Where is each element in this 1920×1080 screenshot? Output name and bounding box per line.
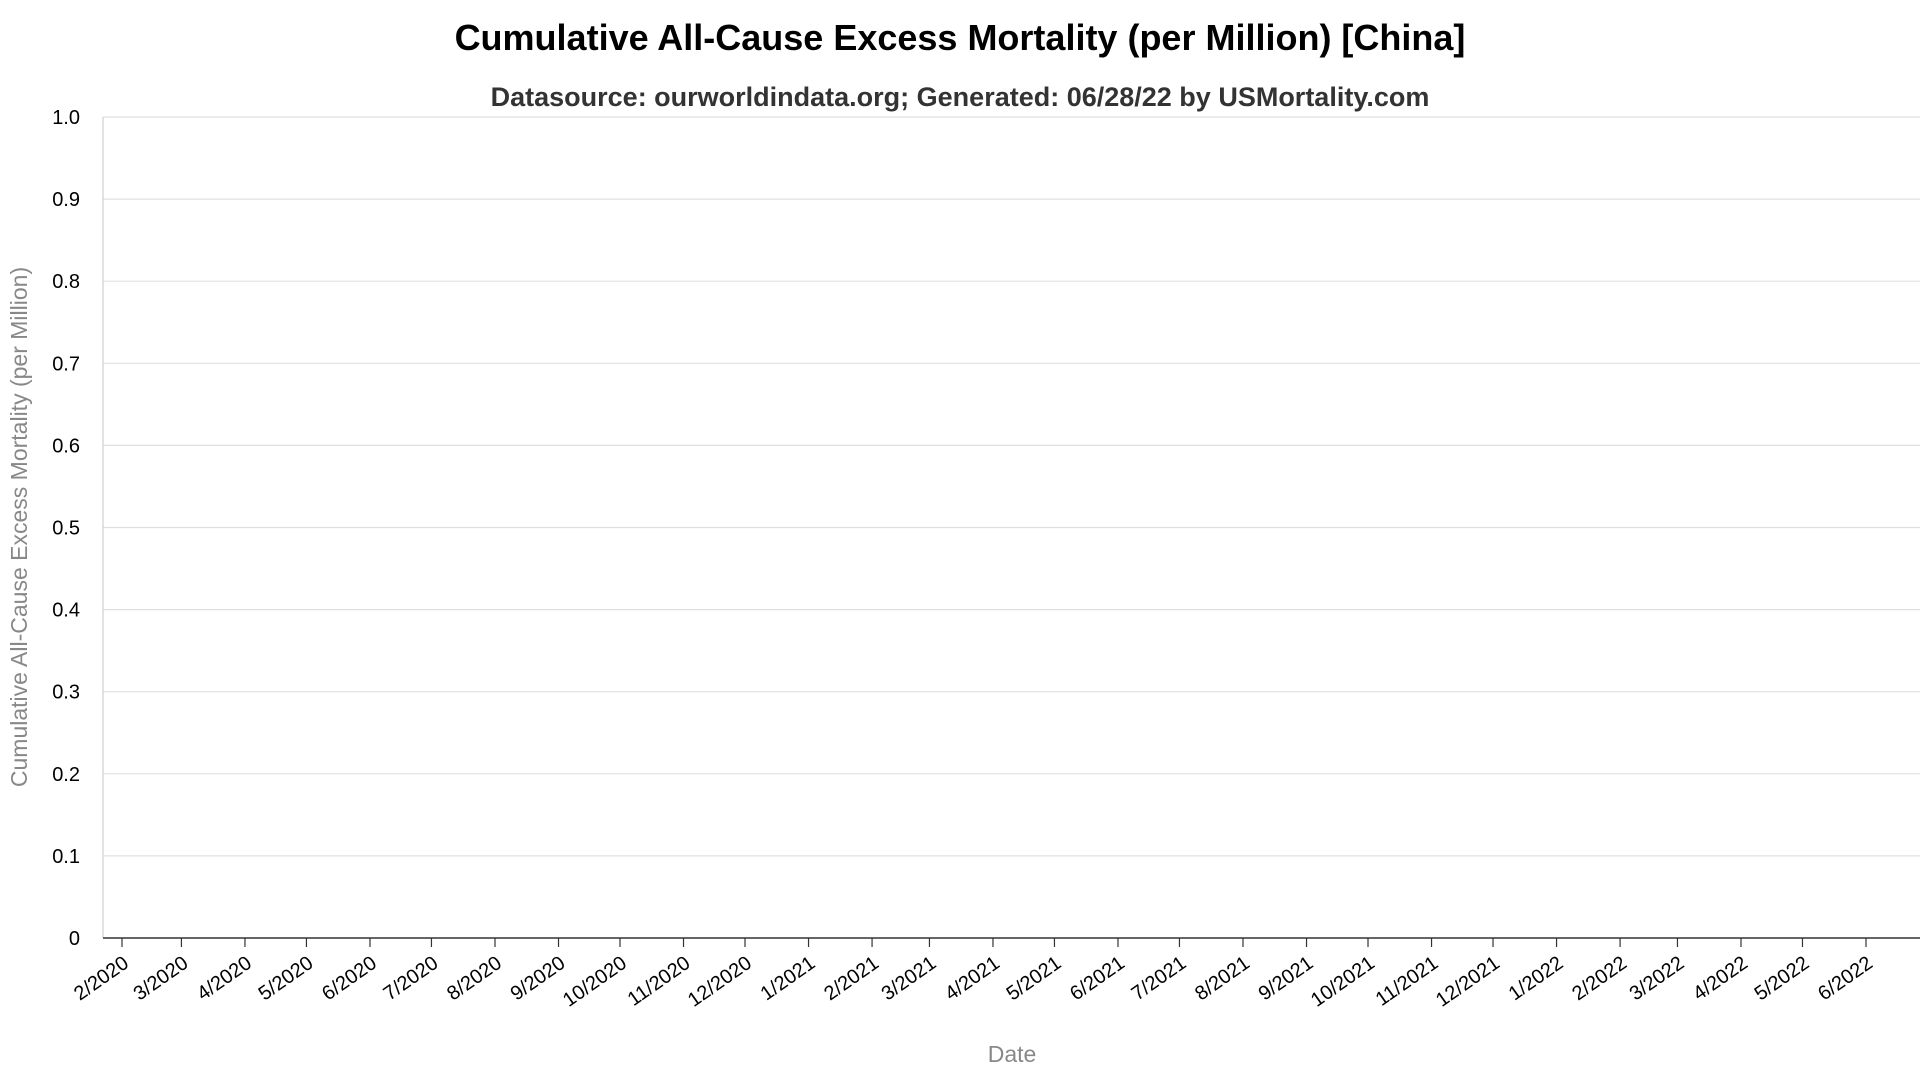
x-tick-label: 6/2021	[1066, 952, 1129, 1005]
x-tick-label: 11/2020	[624, 952, 695, 1011]
y-tick-label: 0.3	[52, 682, 80, 704]
x-tick-label: 8/2021	[1191, 952, 1254, 1005]
y-axis-label: Cumulative All-Cause Excess Mortality (p…	[6, 267, 32, 787]
y-tick-label: 0.2	[52, 764, 80, 786]
x-tick-label: 5/2021	[1003, 952, 1066, 1005]
x-tick-label: 12/2021	[1432, 952, 1504, 1011]
x-tick-label: 1/2021	[757, 952, 820, 1005]
x-tick-label: 3/2020	[130, 952, 193, 1005]
y-tick-label: 0.5	[52, 518, 80, 540]
y-tick-label: 0.7	[52, 353, 80, 375]
x-tick-label: 3/2022	[1626, 952, 1689, 1005]
x-tick-label: 2/2020	[70, 952, 133, 1005]
x-tick-label: 5/2022	[1751, 952, 1814, 1005]
x-tick-label: 2/2021	[820, 952, 883, 1005]
x-tick-label: 9/2021	[1255, 952, 1318, 1005]
y-tick-label: 0.6	[52, 435, 80, 457]
x-axis-label: Date	[988, 1041, 1037, 1067]
x-tick-label: 5/2020	[255, 952, 318, 1005]
x-tick-label: 7/2021	[1128, 952, 1191, 1005]
x-tick-label: 4/2020	[193, 952, 256, 1005]
x-tick-label: 9/2020	[507, 952, 570, 1005]
x-tick-label: 10/2020	[559, 952, 631, 1011]
y-tick-label: 0.1	[52, 846, 80, 868]
x-tick-label: 10/2021	[1307, 952, 1379, 1011]
x-tick-label: 6/2020	[318, 952, 381, 1005]
x-tick-label: 11/2021	[1372, 952, 1443, 1011]
chart-subtitle: Datasource: ourworldindata.org; Generate…	[491, 82, 1430, 112]
x-tick-label: 4/2022	[1689, 952, 1752, 1005]
chart-title: Cumulative All-Cause Excess Mortality (p…	[455, 17, 1466, 58]
grid-lines	[103, 116, 1920, 857]
y-tick-label: 0	[69, 928, 80, 950]
x-tick-label: 8/2020	[443, 952, 506, 1005]
x-tick-label: 6/2022	[1814, 952, 1877, 1005]
x-tick-label: 7/2020	[380, 952, 443, 1005]
x-tick-label: 2/2022	[1568, 952, 1631, 1005]
y-tick-label: 0.8	[52, 271, 80, 293]
x-tick-label: 4/2021	[941, 952, 1004, 1005]
y-axis-ticks: 0 0.1 0.2 0.3 0.4 0.5 0.6 0.7 0.8 0.9 1.0	[52, 107, 80, 950]
x-tick-label: 1/2022	[1505, 952, 1568, 1005]
y-tick-label: 0.4	[52, 600, 80, 622]
x-tick-label: 12/2020	[684, 952, 756, 1011]
y-tick-label: 1.0	[52, 107, 80, 129]
x-tick-label: 3/2021	[878, 952, 941, 1005]
y-tick-label: 0.9	[52, 189, 80, 211]
